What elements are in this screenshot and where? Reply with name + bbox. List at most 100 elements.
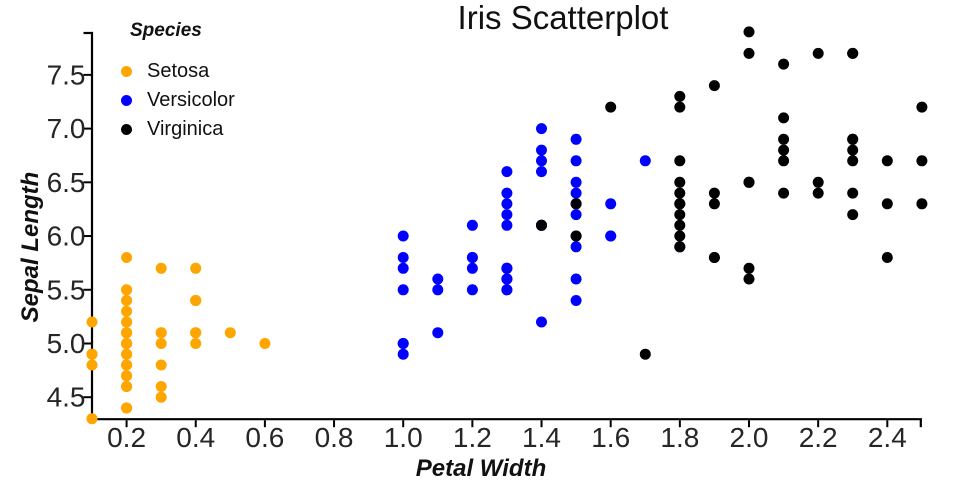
data-point [121,252,133,263]
data-point [743,26,755,38]
data-point [536,144,547,156]
data-point [812,187,824,199]
data-point [190,295,202,306]
legend-swatch-icon [121,66,132,77]
data-point [121,327,133,339]
data-point [570,198,582,210]
data-point [812,47,824,59]
x-tick-label: 2.4 [868,422,907,453]
data-point [570,187,582,199]
data-point [778,155,790,167]
legend-title: Species [130,20,202,41]
points-virginica [536,26,928,360]
data-point [674,176,686,188]
x-tick-label: 2.0 [730,422,769,453]
data-point [397,230,409,242]
data-point [259,338,271,349]
chart-title: Iris Scatterplot [457,0,669,36]
data-point [121,359,133,371]
data-point [466,219,478,231]
data-point [536,123,547,135]
data-point [674,187,686,199]
data-point [190,327,202,339]
y-tick-label: 6.5 [47,167,86,198]
x-tick-label: 0.2 [107,422,146,453]
data-point [570,209,582,221]
y-tick-label: 5.0 [47,328,86,359]
data-point [570,230,582,242]
x-axis-title: Petal Width [415,455,547,482]
data-point [121,284,133,296]
data-point [86,359,98,371]
data-point [432,327,444,339]
data-point [847,155,859,167]
data-point [121,402,133,414]
data-point [743,262,755,274]
data-point [501,198,513,210]
data-point [536,155,547,167]
legend-swatch-icon [121,124,132,135]
data-point [570,176,582,188]
data-point [570,241,582,253]
data-point [501,262,513,274]
axes: 0.2 0.4 0.6 0.8 1.0 1.2 1.4 1.6 1.8 2.0 2.2 2.4 4.5 5… [47,31,922,453]
legend-item-virginica: Virginica [121,115,235,144]
data-point [397,284,409,296]
legend-label: Virginica [147,118,224,140]
data-point [674,209,686,221]
data-point [708,80,720,92]
data-point [847,144,859,156]
data-point [536,316,547,328]
data-point [605,230,617,242]
x-tick-label: 1.2 [453,422,492,453]
data-point [778,112,790,124]
data-point [224,327,236,339]
data-point [674,230,686,242]
data-point [121,305,133,317]
y-tick-label: 4.5 [47,382,86,413]
data-point [466,262,478,274]
data-point [639,348,651,360]
x-tick-label: 1.4 [522,422,561,453]
data-point [155,359,167,371]
data-point [605,101,617,113]
data-point [743,273,755,285]
data-point [86,413,98,425]
data-point [121,381,133,392]
data-point [121,316,133,328]
data-point [916,198,928,210]
data-point [397,338,409,349]
data-point [743,176,755,188]
data-point [466,252,478,263]
data-point [155,327,167,339]
data-point [397,262,409,274]
data-point [743,47,755,59]
legend-item-versicolor: Versicolor [121,86,235,115]
data-point [155,262,167,274]
data-point [708,252,720,263]
legend-items: Setosa Versicolor Virginica [121,57,235,144]
data-point [501,273,513,285]
data-point [708,187,720,199]
data-point [847,209,859,221]
data-point [639,155,651,167]
data-point [501,166,513,178]
y-axis-title: Sepal Length [17,171,44,323]
data-point [708,198,720,210]
data-point [778,58,790,70]
data-point [605,198,617,210]
data-point [397,348,409,360]
data-point [432,273,444,285]
data-point [847,187,859,199]
y-tick-label: 5.5 [47,274,86,305]
data-point [674,90,686,102]
points-versicolor [397,123,686,360]
data-point [190,262,202,274]
data-point [674,241,686,253]
data-point [847,47,859,59]
data-point [778,144,790,156]
data-point [881,198,893,210]
y-tick-label: 6.0 [47,221,86,252]
data-point [501,219,513,231]
